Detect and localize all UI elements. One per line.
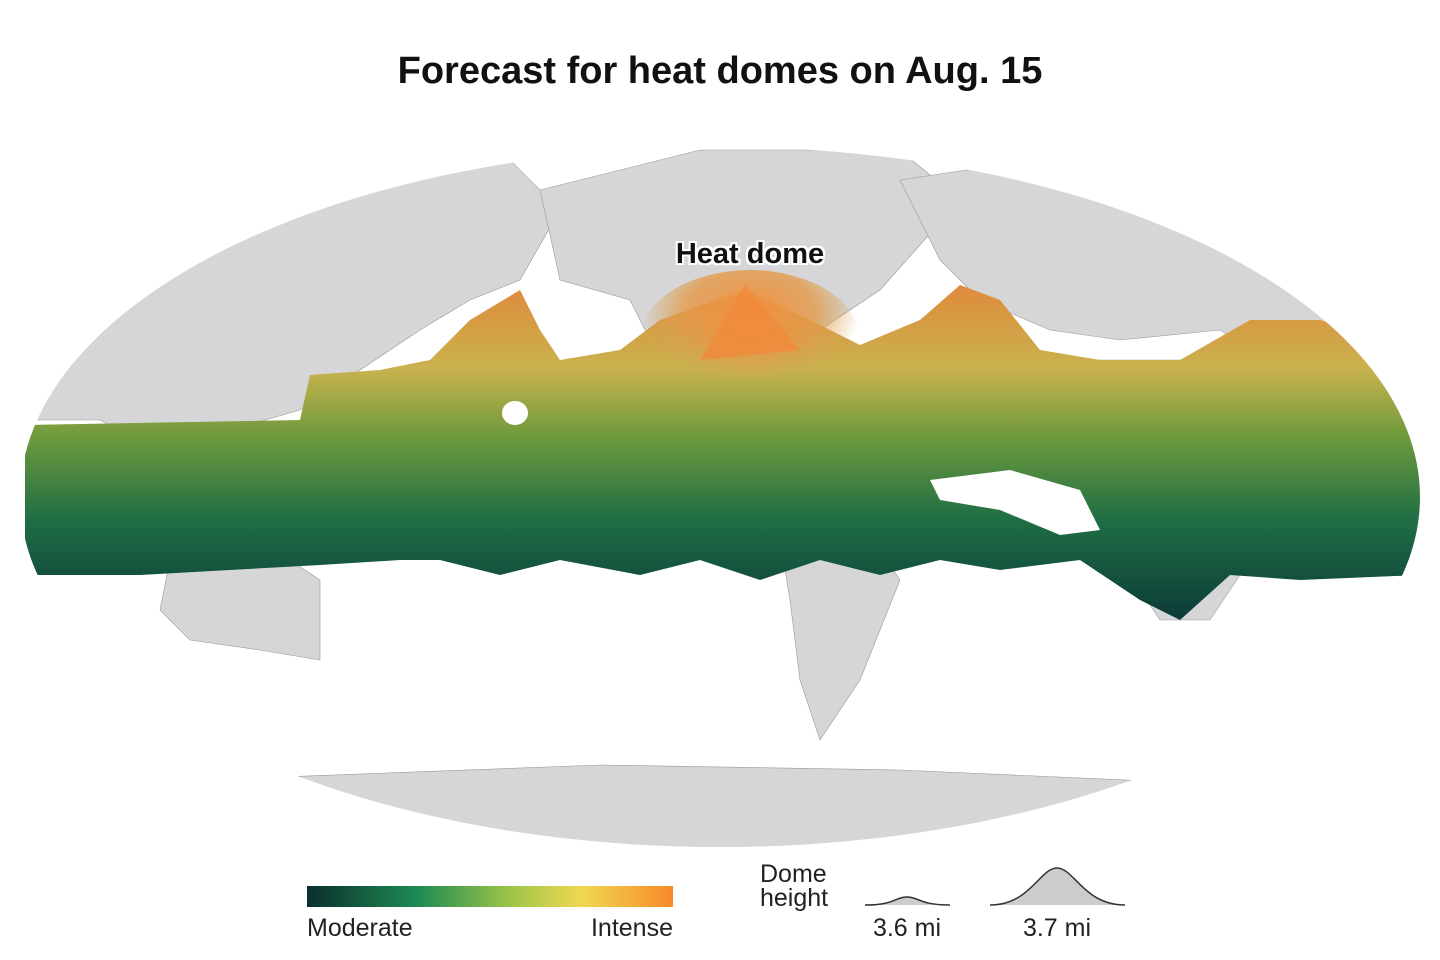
color-scale — [307, 886, 673, 907]
height-large — [989, 867, 1126, 906]
title: Forecast for heat domes on Aug. 15 — [397, 50, 1043, 92]
height-title: Dome height — [760, 860, 829, 912]
height-small-label: 3.6 mi — [872, 914, 942, 942]
height-small — [864, 896, 951, 906]
legend-low: Moderate — [307, 914, 413, 942]
cloud-gap — [930, 470, 1100, 535]
heat-peak — [700, 285, 800, 360]
legend-high: Intense — [590, 914, 673, 942]
annotation: Heat dome — [675, 238, 825, 270]
cloud-gap — [502, 401, 528, 425]
heat-band — [25, 285, 1420, 620]
height-large-label: 3.7 mi — [1022, 914, 1092, 942]
